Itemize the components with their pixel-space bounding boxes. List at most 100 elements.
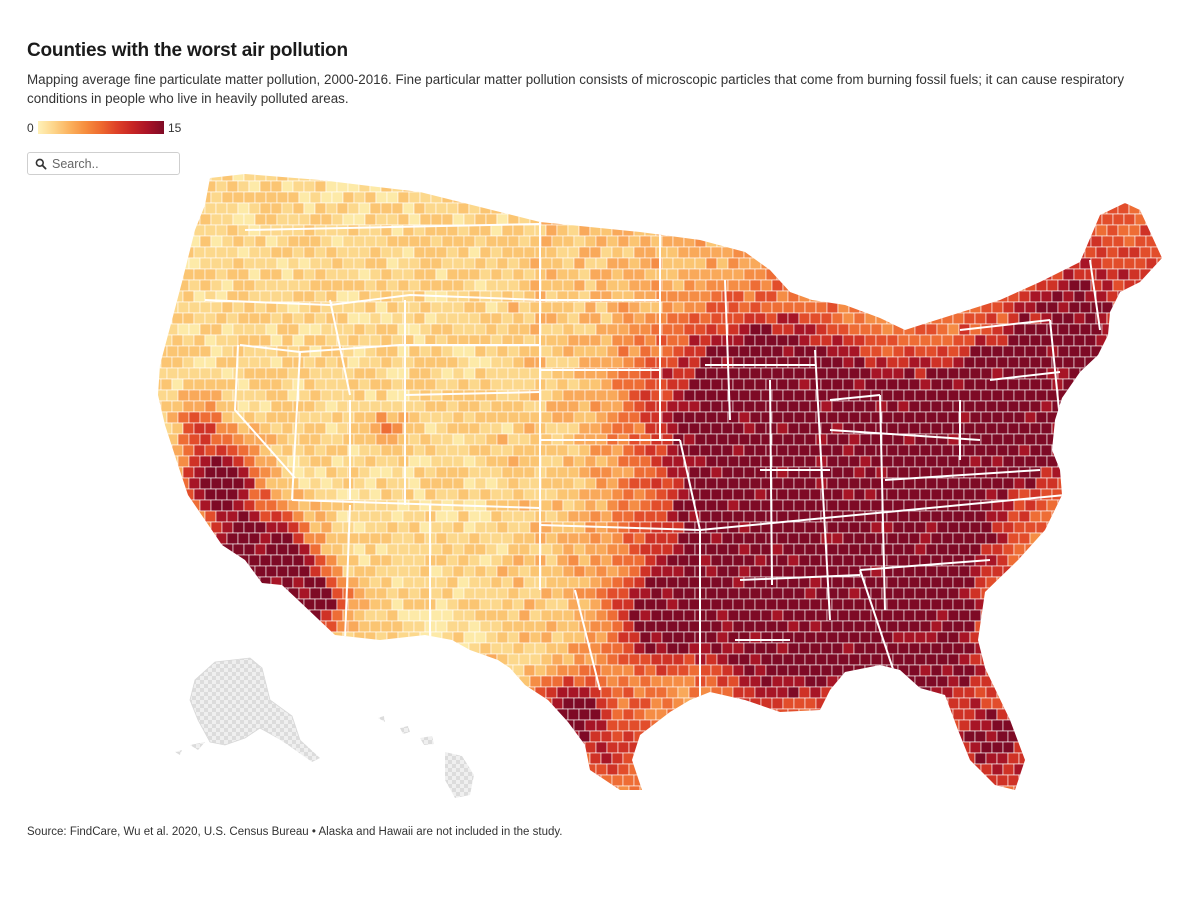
county-cell bbox=[661, 345, 674, 358]
county-cell bbox=[793, 543, 806, 556]
county-cell bbox=[419, 279, 432, 292]
county-cell bbox=[309, 367, 322, 380]
county-cell bbox=[617, 174, 630, 182]
county-cell bbox=[633, 224, 646, 237]
county-cell bbox=[463, 653, 476, 666]
county-cell bbox=[996, 334, 1009, 347]
county-cell bbox=[881, 213, 894, 226]
county-cell bbox=[787, 664, 800, 677]
county-cell bbox=[347, 554, 360, 567]
county-cell bbox=[1046, 279, 1059, 292]
county-cell bbox=[364, 697, 377, 710]
county-cell bbox=[672, 631, 685, 644]
search-box[interactable] bbox=[27, 152, 180, 175]
county-cell bbox=[859, 257, 872, 270]
county-cell bbox=[666, 400, 679, 413]
county-cell bbox=[276, 279, 289, 292]
county-cell bbox=[1046, 411, 1059, 424]
county-cell bbox=[479, 488, 492, 501]
county-cell bbox=[259, 400, 272, 413]
county-cell bbox=[672, 499, 685, 512]
county-cell bbox=[391, 642, 404, 655]
county-cell bbox=[963, 664, 976, 677]
county-cell bbox=[919, 356, 932, 369]
county-cell bbox=[903, 719, 916, 732]
county-cell bbox=[1024, 301, 1037, 314]
county-cell bbox=[771, 257, 784, 270]
county-cell bbox=[1018, 620, 1031, 633]
county-cell bbox=[1062, 356, 1075, 369]
county-cell bbox=[287, 521, 300, 534]
search-input[interactable] bbox=[52, 155, 172, 172]
county-cell bbox=[721, 246, 734, 259]
county-cell bbox=[1145, 609, 1158, 622]
county-cell bbox=[941, 708, 954, 721]
county-cell bbox=[760, 697, 773, 710]
county-cell bbox=[320, 345, 333, 358]
county-cell bbox=[1134, 719, 1147, 732]
county-cell bbox=[386, 279, 399, 292]
county-cell bbox=[677, 730, 690, 743]
county-cell bbox=[804, 521, 817, 534]
county-cell bbox=[952, 268, 965, 281]
county-cell bbox=[809, 598, 822, 611]
county-cell bbox=[980, 719, 993, 732]
county-cell bbox=[375, 521, 388, 534]
county-cell bbox=[793, 653, 806, 666]
county-cell bbox=[540, 477, 553, 490]
county-cell bbox=[573, 345, 586, 358]
county-cell bbox=[320, 521, 333, 534]
county-cell bbox=[1168, 610, 1179, 621]
county-cell bbox=[490, 620, 503, 633]
county-cell bbox=[325, 422, 338, 435]
county-cell bbox=[210, 609, 223, 622]
county-cell bbox=[507, 301, 520, 314]
county-cell bbox=[562, 565, 575, 578]
county-cell bbox=[622, 488, 635, 501]
county-cell bbox=[485, 565, 498, 578]
county-cell bbox=[732, 664, 745, 677]
county-cell bbox=[1073, 224, 1086, 237]
county-cell bbox=[826, 174, 839, 182]
county-cell bbox=[232, 279, 245, 292]
county-cell bbox=[952, 730, 965, 743]
county-cell bbox=[1145, 367, 1158, 380]
county-cell bbox=[248, 598, 261, 611]
county-cell bbox=[809, 686, 822, 699]
county-cell bbox=[1079, 213, 1092, 226]
county-cell bbox=[270, 488, 283, 501]
county-cell bbox=[892, 389, 905, 402]
county-cell bbox=[705, 367, 718, 380]
county-cell bbox=[584, 675, 597, 688]
county-cell bbox=[182, 488, 195, 501]
county-cell bbox=[243, 587, 256, 600]
county-cell bbox=[870, 543, 883, 556]
county-cell bbox=[551, 587, 564, 600]
county-cell bbox=[358, 598, 371, 611]
county-cell bbox=[688, 356, 701, 369]
county-cell bbox=[490, 312, 503, 325]
county-cell bbox=[336, 686, 349, 699]
county-cell bbox=[732, 686, 745, 699]
county-cell bbox=[1106, 422, 1119, 435]
county-cell bbox=[617, 279, 630, 292]
county-cell bbox=[1168, 280, 1179, 291]
county-cell bbox=[490, 730, 503, 743]
county-cell bbox=[842, 664, 855, 677]
county-cell bbox=[826, 455, 839, 468]
county-cell bbox=[941, 400, 954, 413]
county-cell bbox=[600, 224, 613, 237]
county-cell bbox=[199, 191, 212, 204]
county-cell bbox=[578, 378, 591, 391]
county-cell bbox=[985, 246, 998, 259]
county-cell bbox=[958, 521, 971, 534]
county-cell bbox=[320, 719, 333, 732]
county-cell bbox=[408, 675, 421, 688]
county-cell bbox=[298, 257, 311, 270]
county-cell bbox=[897, 444, 910, 457]
county-cell bbox=[413, 752, 426, 765]
county-cell bbox=[589, 532, 602, 545]
county-cell bbox=[952, 620, 965, 633]
county-cell bbox=[760, 609, 773, 622]
county-cell bbox=[1084, 180, 1097, 193]
